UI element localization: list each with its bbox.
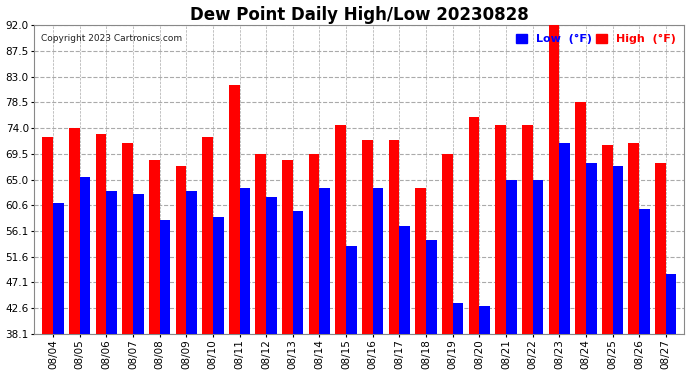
Bar bbox=[122, 142, 133, 334]
Bar bbox=[613, 165, 623, 334]
Bar bbox=[79, 177, 90, 334]
Bar bbox=[335, 125, 346, 334]
Bar bbox=[159, 220, 170, 334]
Bar bbox=[362, 140, 373, 334]
Bar bbox=[575, 102, 586, 334]
Bar bbox=[480, 306, 490, 334]
Bar bbox=[426, 240, 437, 334]
Bar bbox=[495, 125, 506, 334]
Bar bbox=[293, 211, 304, 334]
Bar bbox=[186, 191, 197, 334]
Bar bbox=[133, 194, 144, 334]
Bar bbox=[96, 134, 106, 334]
Bar bbox=[319, 189, 330, 334]
Bar bbox=[453, 303, 463, 334]
Bar bbox=[629, 142, 639, 334]
Bar bbox=[639, 209, 650, 334]
Bar bbox=[549, 25, 559, 334]
Bar bbox=[266, 197, 277, 334]
Text: Copyright 2023 Cartronics.com: Copyright 2023 Cartronics.com bbox=[41, 34, 182, 44]
Bar bbox=[69, 128, 79, 334]
Bar bbox=[415, 189, 426, 334]
Bar bbox=[373, 189, 384, 334]
Bar bbox=[506, 180, 517, 334]
Bar bbox=[586, 163, 597, 334]
Bar bbox=[53, 203, 63, 334]
Bar bbox=[42, 137, 53, 334]
Bar bbox=[469, 117, 480, 334]
Bar bbox=[346, 246, 357, 334]
Bar bbox=[309, 154, 319, 334]
Bar bbox=[229, 85, 239, 334]
Bar bbox=[602, 146, 613, 334]
Bar bbox=[655, 163, 666, 334]
Bar bbox=[559, 142, 570, 334]
Bar bbox=[239, 189, 250, 334]
Bar bbox=[213, 217, 224, 334]
Bar bbox=[400, 226, 410, 334]
Bar bbox=[106, 191, 117, 334]
Bar bbox=[388, 140, 400, 334]
Bar bbox=[175, 165, 186, 334]
Legend: Low  (°F), High  (°F): Low (°F), High (°F) bbox=[513, 31, 679, 48]
Bar bbox=[149, 160, 159, 334]
Bar bbox=[533, 180, 543, 334]
Bar bbox=[442, 154, 453, 334]
Bar bbox=[522, 125, 533, 334]
Bar bbox=[282, 160, 293, 334]
Bar bbox=[255, 154, 266, 334]
Title: Dew Point Daily High/Low 20230828: Dew Point Daily High/Low 20230828 bbox=[190, 6, 529, 24]
Bar bbox=[202, 137, 213, 334]
Bar bbox=[666, 274, 676, 334]
